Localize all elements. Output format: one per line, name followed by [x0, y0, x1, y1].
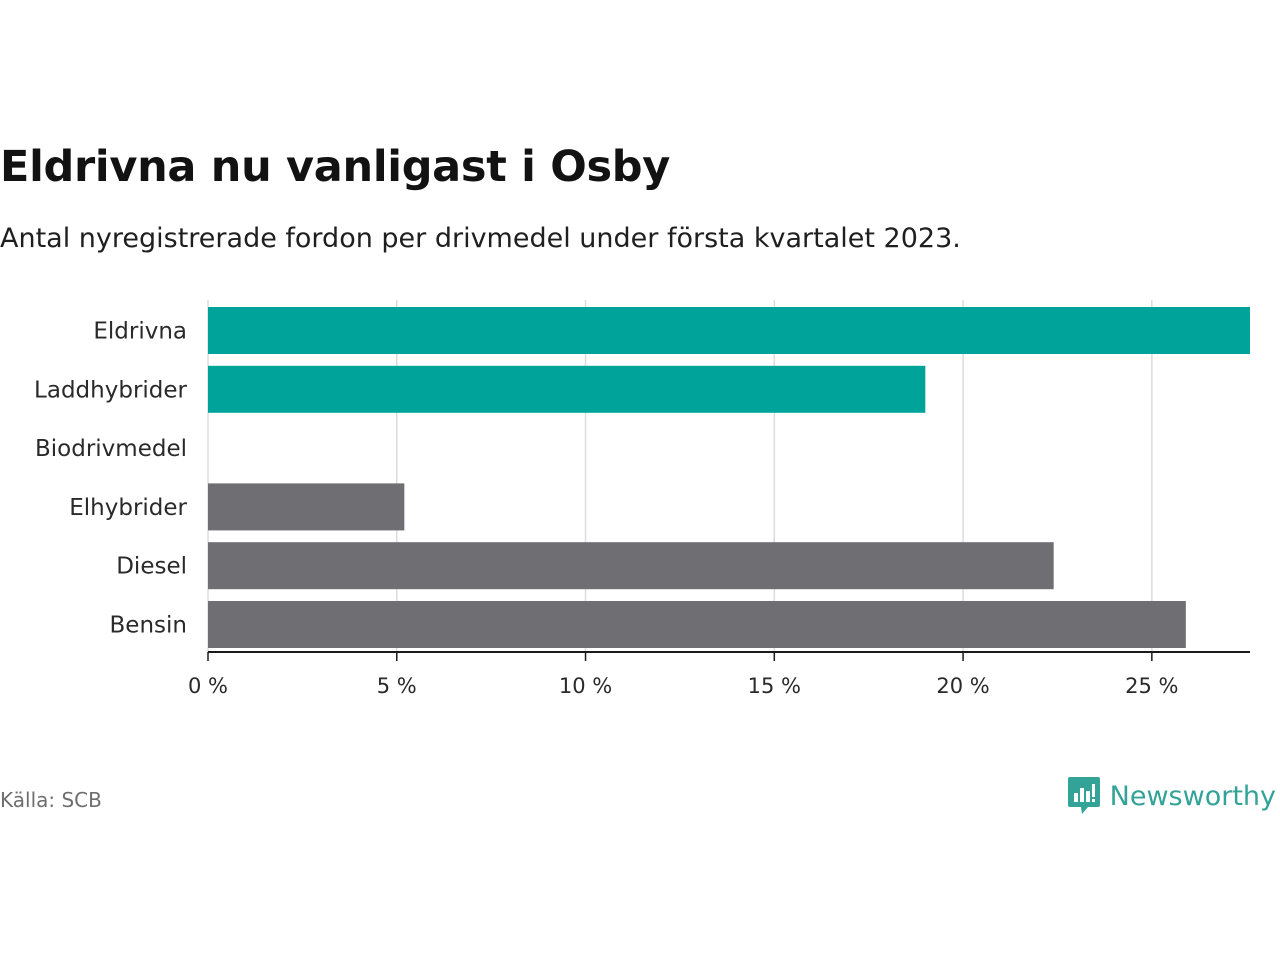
- source-note: Källa: SCB: [0, 788, 102, 812]
- chart-title: Eldrivna nu vanligast i Osby: [0, 142, 670, 192]
- bar-chart: 0 % 5 % 10 % 15 % 20 % 25 % Eldrivna Laddhybrid…: [34, 300, 1250, 699]
- x-tick-label: 15 %: [748, 674, 801, 698]
- category-label: Biodrivmedel: [35, 436, 187, 462]
- bar-bensin: [208, 601, 1186, 648]
- category-label: Diesel: [116, 554, 187, 580]
- chart-subtitle: Antal nyregistrerade fordon per drivmede…: [0, 223, 961, 254]
- label-layer: 0 % 5 % 10 % 15 % 20 % 25 % Eldrivna Laddhybrid…: [34, 319, 1178, 699]
- bar-diesel: [208, 542, 1054, 590]
- x-tick-label: 20 %: [936, 674, 989, 698]
- x-tick-label: 5 %: [377, 674, 417, 698]
- newsworthy-logo-icon: [1067, 777, 1100, 814]
- brand-logo[interactable]: Newsworthy: [1066, 775, 1276, 817]
- bar-elhybrider: [208, 483, 405, 531]
- bar-laddhybrider: [208, 365, 926, 413]
- x-tick-label: 25 %: [1125, 674, 1178, 698]
- category-label: Eldrivna: [93, 319, 187, 345]
- category-label: Bensin: [110, 613, 187, 639]
- bar-layer: [208, 307, 1250, 648]
- axis-layer: [207, 651, 1250, 661]
- grid-layer: [207, 300, 1153, 652]
- brand-name: Newsworthy: [1109, 780, 1276, 812]
- x-tick-label: 10 %: [559, 674, 612, 698]
- x-tick-label: 0 %: [188, 674, 228, 698]
- category-label: Elhybrider: [69, 495, 187, 521]
- bar-eldrivna: [208, 307, 1250, 354]
- category-label: Laddhybrider: [34, 377, 187, 403]
